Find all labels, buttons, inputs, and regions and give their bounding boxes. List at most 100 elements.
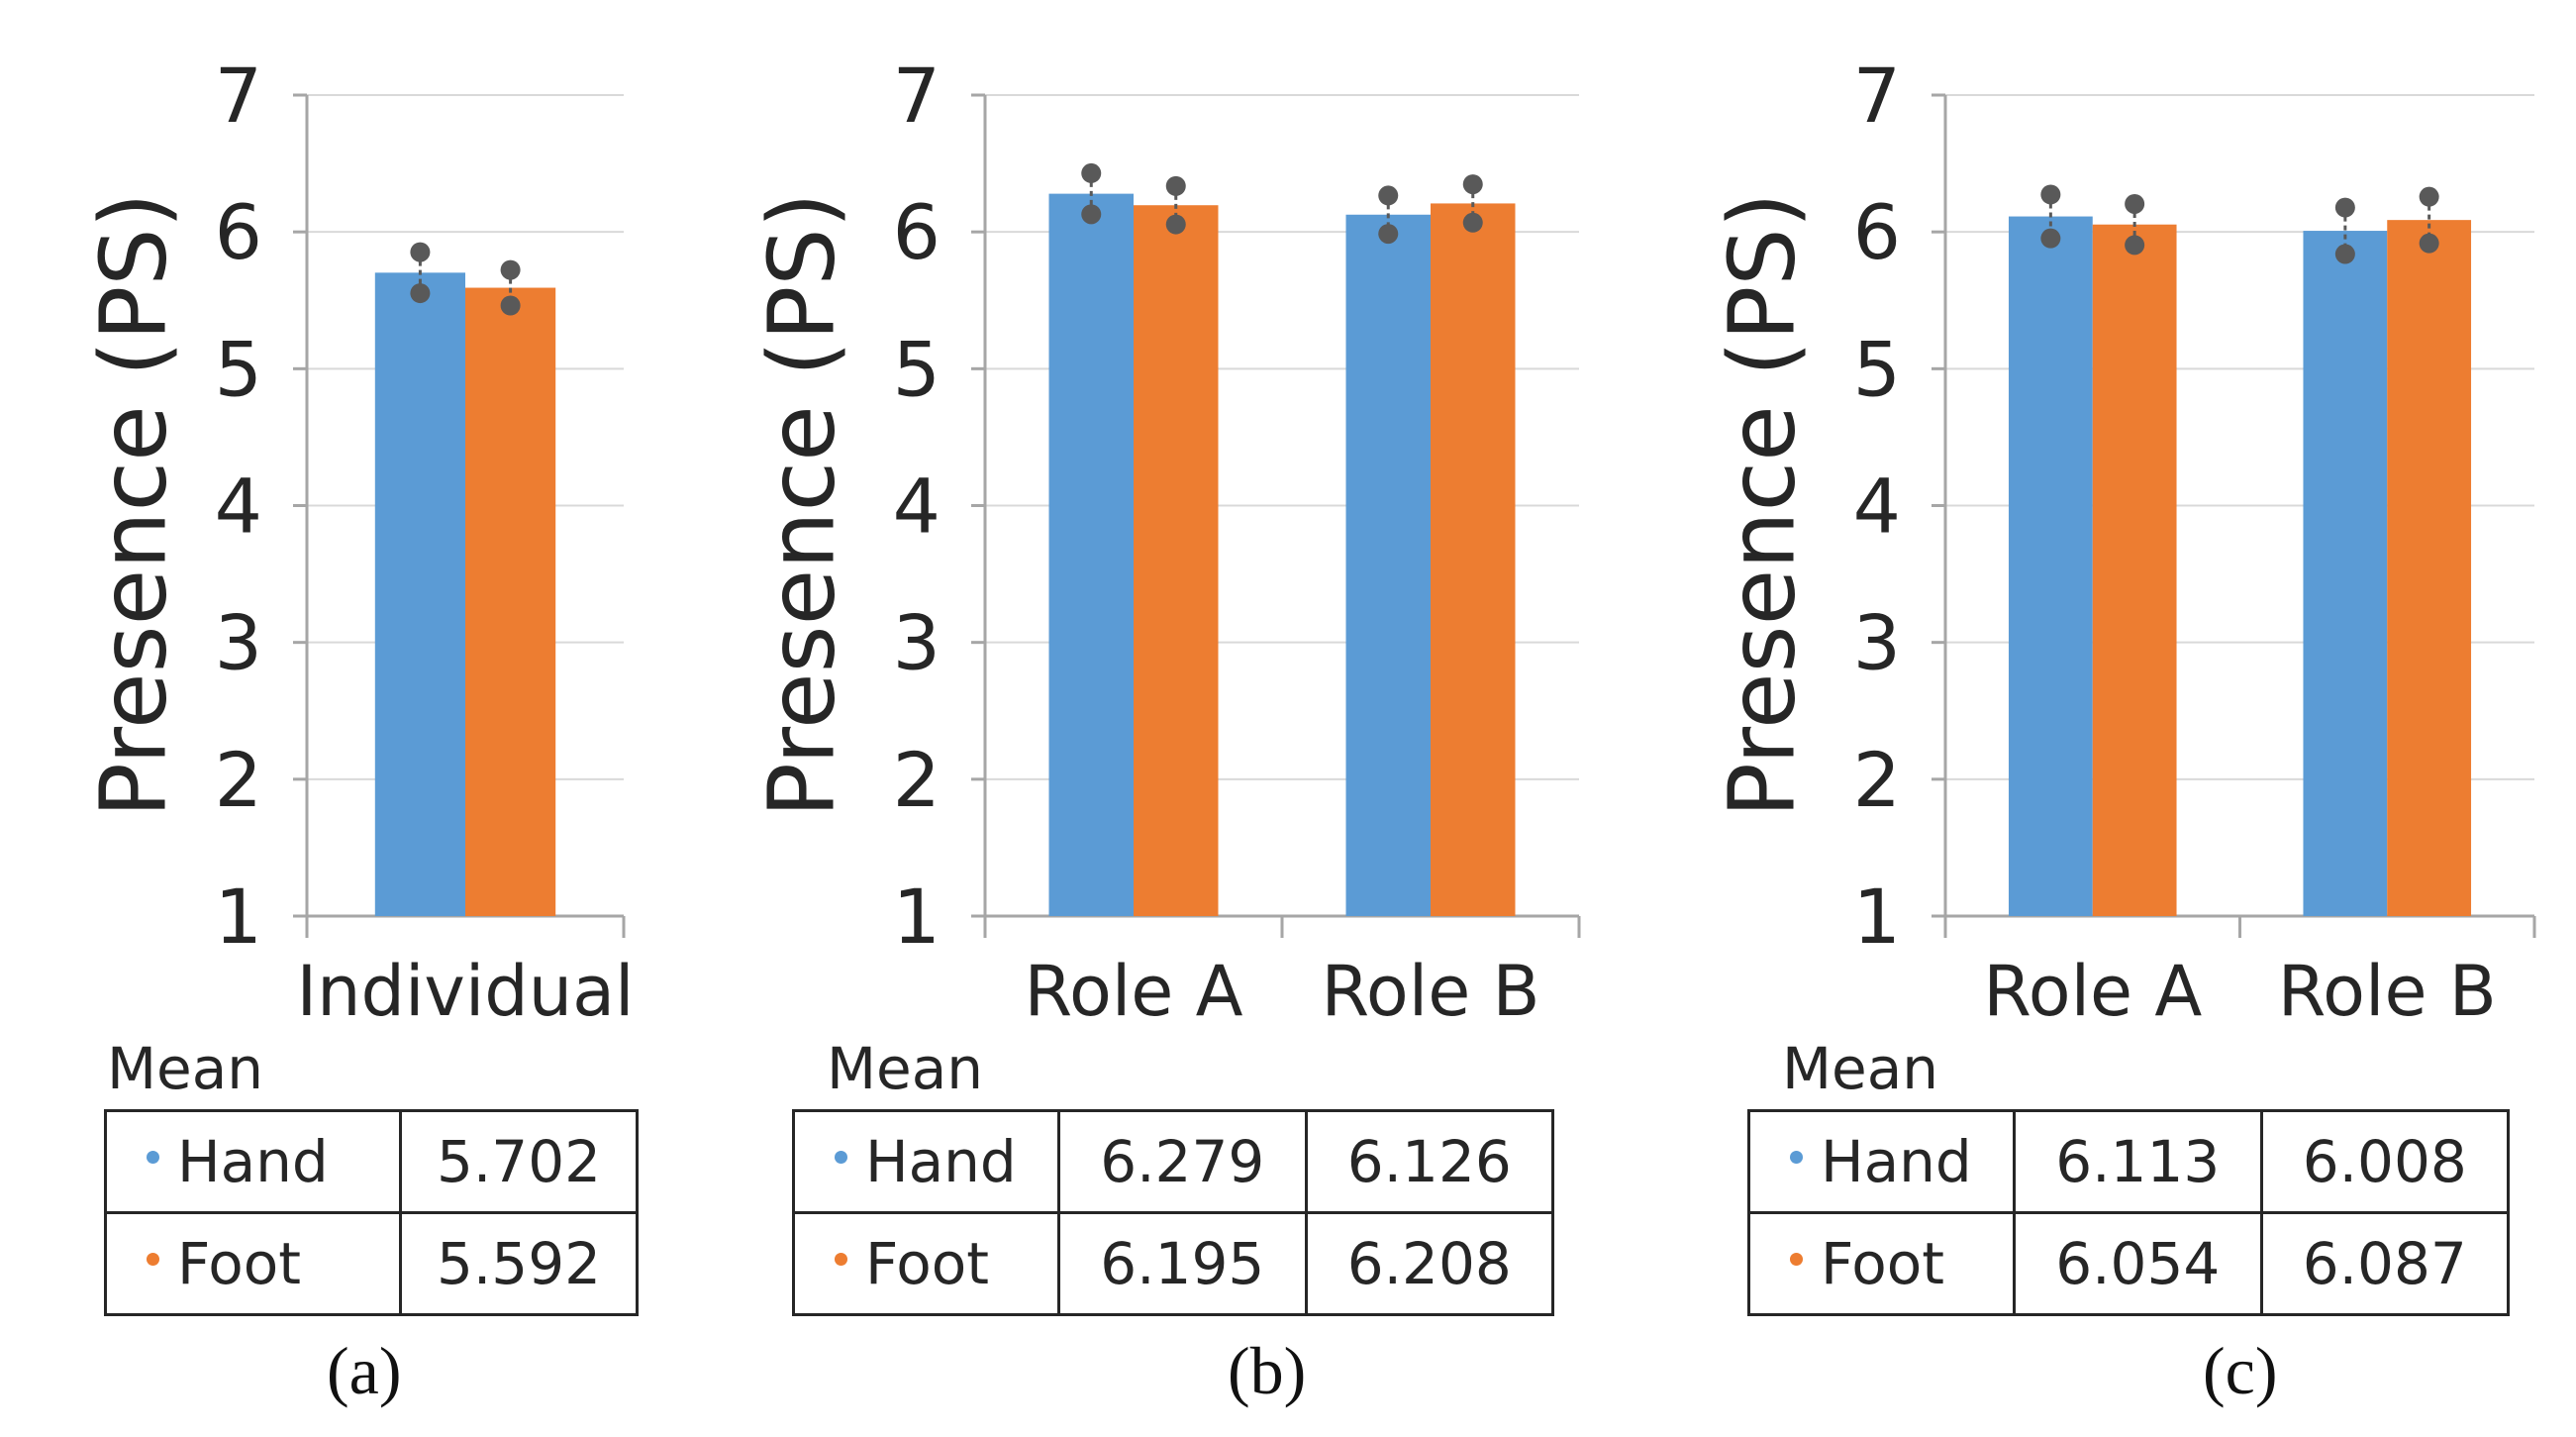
x-tick-label: Role A: [1983, 951, 2202, 1030]
mean-value: 6.279: [1057, 1109, 1308, 1214]
series-cell: Foot: [104, 1211, 402, 1316]
series-name: Foot: [1821, 1230, 1945, 1297]
bar-hand: [374, 272, 465, 916]
mean-table-title: Mean: [1782, 1035, 1939, 1102]
bar-foot: [1134, 205, 1219, 916]
foot-dot-icon: [147, 1253, 159, 1267]
error-cap: [2125, 235, 2145, 256]
mean-table: Hand 6.279 6.126 Foot 6.195 6.208: [792, 1109, 1554, 1316]
y-tick-label: 4: [1853, 462, 1901, 551]
mean-value: 6.195: [1057, 1211, 1308, 1316]
y-tick-label: 3: [893, 599, 941, 687]
panel-caption: (a): [327, 1333, 402, 1408]
error-cap: [1165, 214, 1186, 235]
error-cap: [2334, 244, 2355, 264]
y-tick-label: 7: [215, 51, 262, 140]
chart-b: 1 2 3 4 5 6 7 Role A Role B: [893, 51, 1581, 1030]
mean-value: 5.592: [399, 1211, 639, 1316]
error-cap: [2040, 228, 2061, 249]
foot-dot-icon: [1790, 1253, 1803, 1267]
series-cell: Foot: [1747, 1211, 2016, 1316]
y-tick-label: 5: [215, 325, 262, 413]
series-name: Foot: [177, 1230, 302, 1297]
error-cap: [1081, 162, 1102, 183]
panel-caption: (b): [1228, 1333, 1307, 1408]
x-tick-label: Role B: [1321, 951, 1539, 1030]
chart-c: 1 2 3 4 5 6 7 Role A Role B: [1853, 51, 2536, 1030]
series-cell: Hand: [104, 1109, 402, 1214]
panel-b: 1 2 3 4 5 6 7 Role A Role B Presence (PS) Mean H…: [673, 0, 1624, 1437]
mean-value: 6.208: [1304, 1211, 1554, 1316]
series-name: Foot: [865, 1230, 990, 1297]
y-tick-label: 2: [1853, 736, 1901, 824]
mean-table-title: Mean: [827, 1035, 984, 1102]
mean-table: Hand 5.702 Foot 5.592: [104, 1109, 639, 1316]
error-cap: [1462, 212, 1483, 233]
bar-foot: [465, 287, 556, 916]
y-tick-label: 5: [1853, 325, 1901, 413]
error-cap: [410, 242, 431, 262]
foot-dot-icon: [835, 1253, 847, 1267]
y-tick-label: 5: [893, 325, 941, 413]
y-tick-label: 2: [215, 736, 262, 824]
y-tick-label: 1: [893, 872, 941, 961]
y-tick-label: 4: [215, 462, 262, 551]
bar-hand: [1048, 193, 1134, 916]
y-tick-label: 6: [1853, 188, 1901, 276]
y-tick-label: 4: [893, 462, 941, 551]
y-tick-label: 7: [1853, 51, 1901, 140]
mean-value: 6.008: [2259, 1109, 2510, 1214]
error-cap: [2334, 197, 2355, 218]
y-tick-label: 7: [893, 51, 941, 140]
x-tick-label: Role B: [2278, 951, 2497, 1030]
table-row: Foot 5.592: [104, 1211, 639, 1316]
error-cap: [410, 283, 431, 304]
mean-value: 6.126: [1304, 1109, 1554, 1214]
bar-hand: [2008, 216, 2093, 916]
error-cap: [1081, 204, 1102, 225]
series-cell: Hand: [792, 1109, 1060, 1214]
error-cap: [500, 259, 521, 280]
mean-value: 6.113: [2013, 1109, 2263, 1214]
bar-foot: [2092, 224, 2177, 916]
error-cap: [2419, 233, 2439, 254]
table-row: Hand 5.702: [104, 1109, 639, 1214]
bar-hand: [2303, 231, 2388, 916]
y-tick-label: 6: [893, 188, 941, 276]
error-cap: [500, 295, 521, 316]
y-tick-label: 3: [215, 599, 262, 687]
error-cap: [2125, 193, 2145, 214]
panel-caption: (c): [2203, 1333, 2278, 1408]
mean-value: 5.702: [399, 1109, 639, 1214]
y-tick-label: 6: [215, 188, 262, 276]
y-tick-label: 3: [1853, 599, 1901, 687]
error-cap: [2419, 186, 2439, 207]
hand-dot-icon: [835, 1151, 847, 1165]
panel-c: 1 2 3 4 5 6 7 Role A Role B Presence (PS) Mean H…: [1624, 0, 2576, 1437]
y-axis-label: Presence (PS): [748, 192, 855, 818]
error-cap: [1165, 175, 1186, 196]
y-axis-label: Presence (PS): [80, 192, 187, 818]
x-tick-label: Individual: [297, 951, 635, 1030]
series-name: Hand: [177, 1128, 329, 1195]
mean-table: Hand 6.113 6.008 Foot 6.054 6.087: [1747, 1109, 2510, 1316]
panel-a: 1 2 3 4 5 6 7 Individual Presence (PS) Mean Han…: [0, 0, 673, 1437]
error-cap: [1462, 174, 1483, 195]
y-tick-label: 2: [893, 736, 941, 824]
hand-dot-icon: [1790, 1151, 1803, 1165]
bar-foot: [1431, 203, 1516, 917]
x-tick-label: Role A: [1025, 951, 1243, 1030]
series-cell: Foot: [792, 1211, 1060, 1316]
series-cell: Hand: [1747, 1109, 2016, 1214]
table-row: Hand 6.113 6.008: [1747, 1109, 2510, 1214]
bar-hand: [1345, 214, 1431, 916]
mean-table-title: Mean: [107, 1035, 264, 1102]
mean-value: 6.087: [2259, 1211, 2510, 1316]
hand-dot-icon: [147, 1151, 159, 1165]
series-name: Hand: [865, 1128, 1017, 1195]
error-cap: [1378, 224, 1399, 245]
bar-foot: [2387, 220, 2472, 916]
error-cap: [2040, 184, 2061, 205]
chart-a: 1 2 3 4 5 6 7 Individual: [215, 51, 635, 1030]
